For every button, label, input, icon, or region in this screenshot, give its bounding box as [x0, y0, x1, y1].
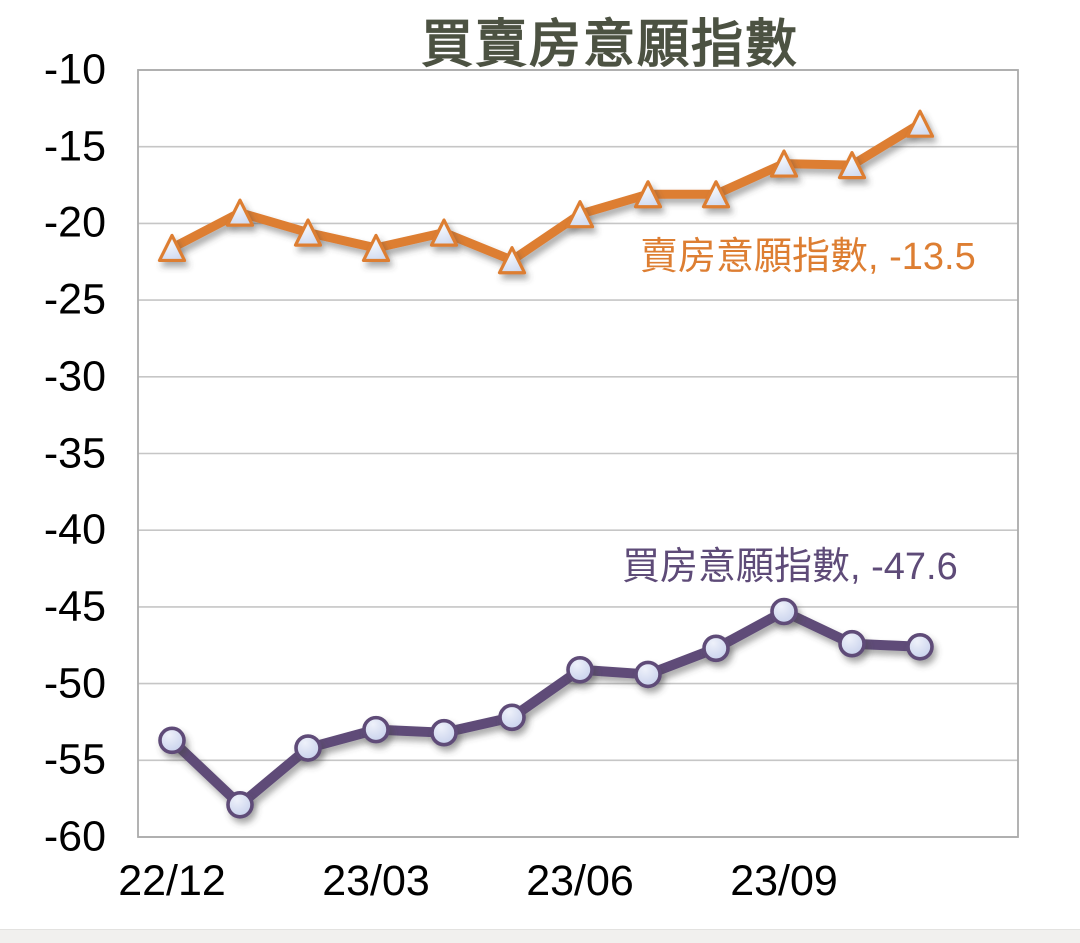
x-axis-tick-label: 22/12 — [118, 857, 226, 905]
buy-series-marker — [634, 660, 662, 689]
sell-series-marker — [837, 151, 867, 180]
sell-series-marker — [497, 246, 527, 275]
plot-border — [137, 69, 1019, 838]
sell-series-marker — [293, 218, 323, 247]
y-axis-tick-label: -55 — [43, 735, 106, 784]
y-axis-tick-label: -10 — [43, 45, 106, 94]
sell-series-marker — [565, 200, 595, 229]
buy-series-marker — [566, 655, 594, 684]
sell-series-marker — [225, 198, 255, 227]
y-axis-tick-label: -35 — [43, 429, 106, 477]
buy-series-marker — [498, 703, 526, 732]
sell-series-marker — [905, 109, 935, 138]
x-axis-tick-label: 23/09 — [730, 857, 838, 905]
y-axis-tick-label: -40 — [43, 505, 106, 554]
y-axis-tick-label: -50 — [43, 659, 106, 708]
sell-series-marker — [633, 180, 663, 209]
sell-series-marker — [701, 180, 731, 209]
buy-series-marker — [362, 715, 390, 744]
x-axis-tick-label: 23/06 — [526, 857, 634, 905]
sell-series-marker — [769, 149, 799, 178]
buy-series-marker — [770, 597, 798, 626]
y-axis-tick-label: -20 — [43, 198, 106, 247]
series-label-buy-index: 買房意願指數, -47.6 — [622, 546, 958, 588]
y-axis-tick-label: -25 — [43, 275, 106, 324]
sell-series-marker — [429, 218, 459, 247]
chart-title: 買賣房意願指數 — [420, 16, 799, 74]
y-axis-tick-label: -15 — [43, 122, 106, 171]
y-axis-tick-label: -30 — [43, 352, 106, 401]
window-bottom-strip — [0, 929, 1080, 943]
y-axis-tick-label: -45 — [43, 582, 106, 631]
sell-series-line — [167, 119, 925, 265]
series-label-sell-index: 賣房意願指數, -13.5 — [640, 236, 976, 278]
y-axis-tick-label: -60 — [43, 812, 106, 861]
buy-series-line — [167, 606, 925, 810]
buy-series-marker — [294, 734, 322, 762]
buy-series-marker — [430, 718, 458, 747]
buy-series-marker — [226, 790, 254, 819]
x-axis-tick-label: 23/03 — [322, 857, 430, 905]
buy-series-marker — [838, 629, 866, 658]
buy-series-marker — [702, 634, 730, 663]
sell-series-marker — [361, 233, 391, 263]
sell-series-marker — [157, 233, 187, 263]
buy-series-marker — [158, 726, 186, 755]
buy-series-marker — [906, 632, 934, 661]
